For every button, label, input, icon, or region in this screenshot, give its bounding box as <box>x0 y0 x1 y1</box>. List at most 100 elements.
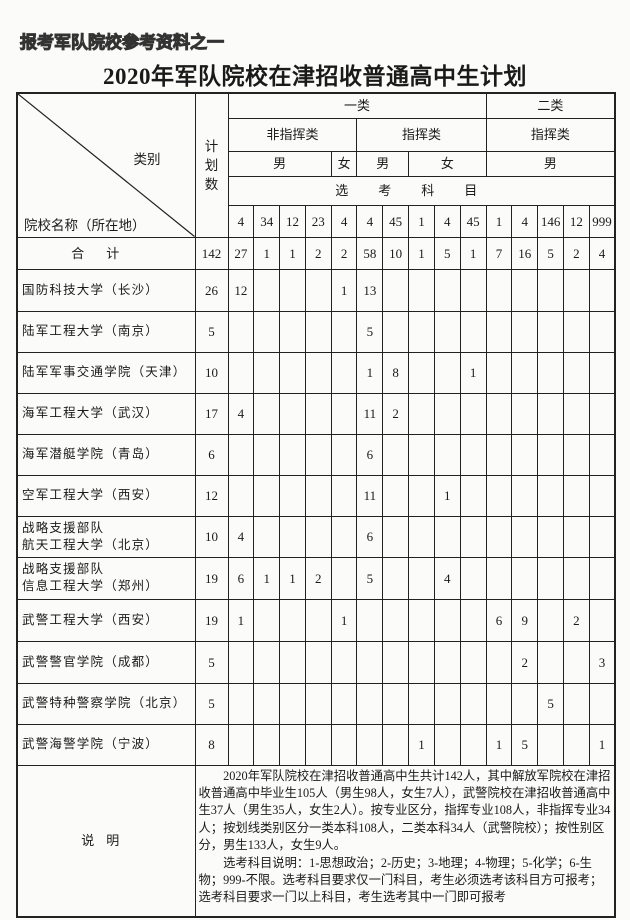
quota-cell <box>330 682 358 725</box>
quota-cell <box>330 310 358 353</box>
quota-cell <box>433 268 461 312</box>
quota-cell <box>563 268 590 312</box>
quota-cell: 2 <box>563 598 590 642</box>
school-name: 陆军工程大学（南京） <box>16 310 196 353</box>
school-name: 战略支援部队信息工程大学（郑州） <box>16 556 196 600</box>
notes-paragraph: 2020年军队院校在津招收普通高中生共计142人，其中解放军院校在津招收普通高中… <box>198 768 611 853</box>
school-name-line: 海军潜艇学院（青岛） <box>22 447 160 461</box>
total-value: 10 <box>382 236 410 270</box>
quota-cell <box>253 392 281 435</box>
school-name: 国防科技大学（长沙） <box>16 268 196 312</box>
quota-cell <box>382 682 410 725</box>
quota-cell <box>588 598 616 642</box>
female-header: 女 <box>330 150 358 177</box>
quota-cell <box>304 433 332 476</box>
total-value: 5 <box>537 236 564 270</box>
school-name-line: 海军工程大学（武汉） <box>22 406 160 420</box>
quota-cell <box>459 723 487 766</box>
plan-count: 5 <box>194 310 229 353</box>
quota-cell <box>408 598 435 642</box>
quota-cell <box>356 640 384 684</box>
quota-cell <box>304 474 332 517</box>
quota-cell <box>433 640 461 684</box>
plan-count: 5 <box>194 682 229 725</box>
quota-cell <box>485 310 513 353</box>
non-command-header: 非指挥类 <box>227 117 358 152</box>
quota-cell <box>253 351 281 394</box>
quota-cell <box>588 515 616 558</box>
series-label: 报考军队院校参考资料之一 <box>20 33 225 54</box>
subject-code: 4 <box>227 204 255 238</box>
quota-cell: 6 <box>356 433 384 476</box>
quota-cell <box>537 723 564 766</box>
plan-count: 12 <box>194 474 229 517</box>
total-value: 4 <box>588 236 616 270</box>
quota-cell <box>459 392 487 435</box>
quota-cell <box>563 351 590 394</box>
quota-cell <box>330 351 358 394</box>
school-name-line: 陆军军事交通学院（天津） <box>22 365 187 379</box>
school-name-line: 信息工程大学（郑州） <box>22 579 160 593</box>
subject-code: 12 <box>563 204 590 238</box>
school-name-line: 战略支援部队 <box>22 562 105 576</box>
quota-cell: 4 <box>433 556 461 600</box>
quota-cell <box>588 474 616 517</box>
total-value: 58 <box>356 236 384 270</box>
school-name-line: 陆军工程大学（南京） <box>22 324 160 338</box>
quota-cell <box>459 474 487 517</box>
plan-count: 17 <box>194 392 229 435</box>
quota-cell: 6 <box>227 556 255 600</box>
quota-cell <box>588 392 616 435</box>
quota-cell <box>511 474 539 517</box>
quota-cell <box>382 474 410 517</box>
subject-code: 23 <box>304 204 332 238</box>
quota-cell: 13 <box>356 268 384 312</box>
quota-cell <box>459 515 487 558</box>
quota-cell <box>588 433 616 476</box>
plan-count: 6 <box>194 433 229 476</box>
quota-cell <box>485 515 513 558</box>
table-row: 国防科技大学（长沙） 26 12 1 13 <box>16 268 616 312</box>
school-name: 武警特种警察学院（北京） <box>16 682 196 725</box>
quota-cell <box>485 682 513 725</box>
total-value: 16 <box>511 236 539 270</box>
plan-count: 26 <box>194 268 229 312</box>
quota-cell: 6 <box>485 598 513 642</box>
quota-cell <box>227 640 255 684</box>
total-value: 1 <box>459 236 487 270</box>
quota-cell <box>279 682 306 725</box>
quota-cell <box>563 640 590 684</box>
quota-cell: 2 <box>304 556 332 600</box>
quota-cell <box>304 310 332 353</box>
quota-cell <box>227 310 255 353</box>
quota-cell <box>382 640 410 684</box>
school-name-line: 武警特种警察学院（北京） <box>22 696 187 710</box>
quota-cell <box>304 392 332 435</box>
quota-cell <box>588 310 616 353</box>
quota-cell <box>433 351 461 394</box>
quota-cell <box>253 682 281 725</box>
quota-cell <box>408 682 435 725</box>
quota-cell <box>304 598 332 642</box>
quota-cell <box>330 640 358 684</box>
table-row: 海军工程大学（武汉） 17 4 11 2 <box>16 392 616 435</box>
school-name-label: 院校名称（所在地） <box>24 217 146 233</box>
quota-cell <box>304 640 332 684</box>
total-value: 1 <box>279 236 306 270</box>
school-name: 武警工程大学（西安） <box>16 598 196 642</box>
quota-cell <box>563 474 590 517</box>
quota-cell: 1 <box>330 598 358 642</box>
total-value: 2 <box>304 236 332 270</box>
male-header: 男 <box>356 150 410 177</box>
quota-cell <box>356 682 384 725</box>
quota-cell <box>485 640 513 684</box>
quota-cell <box>304 515 332 558</box>
quota-cell: 1 <box>459 351 487 394</box>
quota-cell <box>511 351 539 394</box>
quota-cell <box>279 433 306 476</box>
quota-cell <box>253 474 281 517</box>
quota-cell <box>588 682 616 725</box>
quota-cell: 1 <box>253 556 281 600</box>
quota-cell <box>537 392 564 435</box>
quota-cell: 1 <box>356 351 384 394</box>
